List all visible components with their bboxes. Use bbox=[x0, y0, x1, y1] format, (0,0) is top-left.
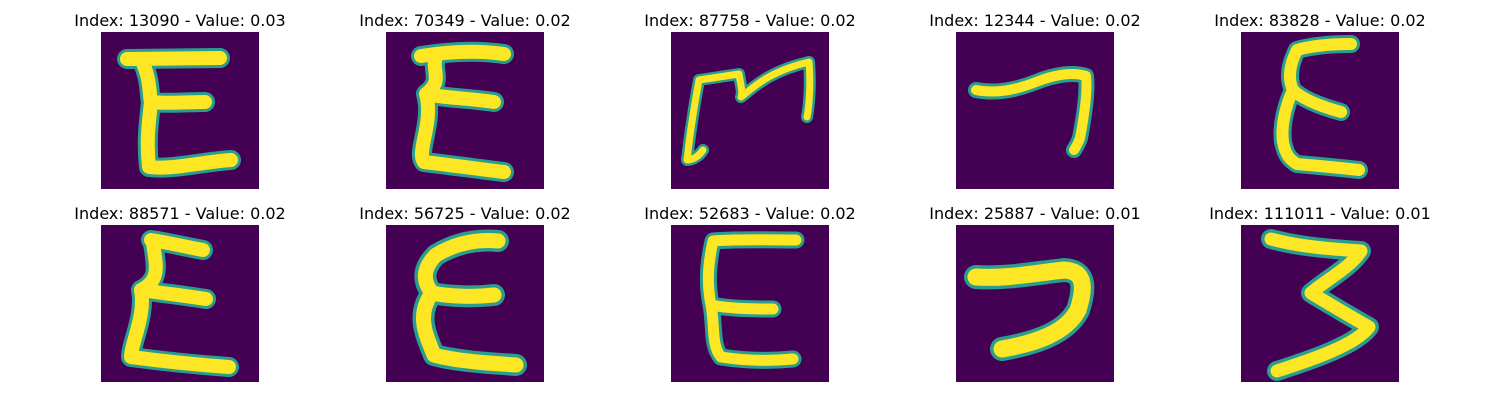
digit-image bbox=[956, 225, 1114, 382]
digit-image bbox=[1241, 32, 1399, 189]
digit-image bbox=[386, 225, 544, 382]
digit-image bbox=[386, 32, 544, 189]
digit-image bbox=[956, 32, 1114, 189]
digit-image bbox=[671, 225, 829, 382]
panel-0: Index: 13090 - Value: 0.03 bbox=[60, 10, 300, 200]
panel-6: Index: 56725 - Value: 0.02 bbox=[345, 203, 585, 393]
digit-image bbox=[1241, 225, 1399, 382]
panel-title: Index: 52683 - Value: 0.02 bbox=[630, 203, 870, 225]
panel-2: Index: 87758 - Value: 0.02 bbox=[630, 10, 870, 200]
panel-5: Index: 88571 - Value: 0.02 bbox=[60, 203, 300, 393]
panel-3: Index: 12344 - Value: 0.02 bbox=[915, 10, 1155, 200]
digit-image bbox=[671, 32, 829, 189]
panel-9: Index: 111011 - Value: 0.01 bbox=[1200, 203, 1440, 393]
panel-title: Index: 111011 - Value: 0.01 bbox=[1200, 203, 1440, 225]
panel-title: Index: 12344 - Value: 0.02 bbox=[915, 10, 1155, 32]
panel-title: Index: 25887 - Value: 0.01 bbox=[915, 203, 1155, 225]
digit-image bbox=[101, 225, 259, 382]
panel-title: Index: 70349 - Value: 0.02 bbox=[345, 10, 585, 32]
panel-title: Index: 83828 - Value: 0.02 bbox=[1200, 10, 1440, 32]
panel-4: Index: 83828 - Value: 0.02 bbox=[1200, 10, 1440, 200]
panel-8: Index: 25887 - Value: 0.01 bbox=[915, 203, 1155, 393]
digit-image bbox=[101, 32, 259, 189]
panel-title: Index: 87758 - Value: 0.02 bbox=[630, 10, 870, 32]
panel-title: Index: 13090 - Value: 0.03 bbox=[60, 10, 300, 32]
panel-1: Index: 70349 - Value: 0.02 bbox=[345, 10, 585, 200]
panel-title: Index: 56725 - Value: 0.02 bbox=[345, 203, 585, 225]
panel-7: Index: 52683 - Value: 0.02 bbox=[630, 203, 870, 393]
panel-title: Index: 88571 - Value: 0.02 bbox=[60, 203, 300, 225]
